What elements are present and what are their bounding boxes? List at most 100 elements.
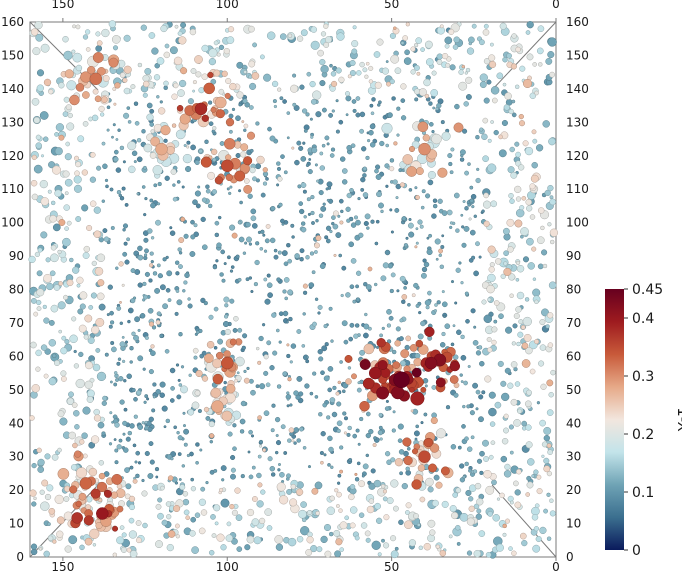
particle — [335, 232, 342, 239]
particle — [323, 323, 328, 329]
particle — [195, 442, 200, 447]
particle — [309, 391, 314, 396]
particle — [190, 234, 196, 240]
particle — [437, 198, 443, 204]
particle — [391, 349, 397, 355]
particle — [427, 534, 436, 543]
particle — [429, 443, 440, 453]
particle — [360, 187, 365, 192]
particle — [129, 360, 133, 364]
particle — [307, 465, 312, 469]
particle — [59, 417, 68, 426]
particle — [142, 367, 146, 371]
particle — [266, 340, 272, 346]
particle — [341, 389, 346, 394]
particle — [57, 249, 62, 255]
particle — [171, 93, 178, 100]
particle — [221, 356, 234, 370]
particle — [243, 70, 247, 74]
particle — [256, 155, 265, 165]
particle — [143, 237, 149, 243]
particle — [64, 545, 72, 553]
particle — [309, 251, 315, 256]
particle — [190, 144, 196, 151]
particle — [163, 80, 169, 87]
particle — [322, 202, 326, 206]
particle — [315, 218, 319, 223]
particle — [448, 28, 455, 35]
particle — [75, 378, 85, 389]
particle — [266, 525, 273, 531]
y-tick-label-left: 20 — [9, 483, 24, 497]
particle — [356, 387, 362, 393]
x-tick-label-bottom: 0 — [552, 560, 560, 574]
particle — [263, 410, 270, 417]
particle — [215, 109, 225, 119]
particle — [516, 264, 525, 273]
particle — [121, 335, 125, 339]
particle — [72, 442, 78, 449]
particle — [354, 477, 360, 482]
particle — [136, 390, 142, 396]
particle — [460, 281, 464, 285]
particle — [473, 325, 477, 329]
particle — [260, 229, 265, 234]
particle — [93, 206, 101, 214]
particle — [178, 36, 187, 45]
particle — [154, 62, 160, 69]
particle — [532, 544, 541, 553]
particle — [214, 96, 227, 109]
particle — [231, 509, 238, 516]
particle — [370, 219, 375, 224]
particle — [301, 344, 306, 348]
particle — [296, 438, 301, 443]
particle — [232, 446, 237, 452]
particle — [178, 237, 185, 244]
particle — [538, 360, 545, 367]
particle — [262, 448, 267, 453]
particle — [363, 332, 369, 339]
particle — [135, 473, 140, 479]
particle — [113, 149, 119, 155]
particle — [379, 333, 384, 338]
particle — [175, 271, 180, 276]
particle — [84, 380, 93, 389]
particle — [401, 299, 406, 305]
particle — [176, 104, 184, 112]
particle — [135, 450, 141, 456]
particle — [500, 273, 506, 280]
particle — [394, 207, 400, 213]
particle — [388, 315, 394, 321]
particle — [301, 108, 308, 114]
particle — [64, 69, 74, 79]
particle — [394, 340, 401, 347]
particle — [370, 468, 376, 474]
particle — [298, 145, 304, 151]
particle — [456, 541, 461, 546]
particle — [339, 469, 344, 474]
particle — [479, 470, 484, 476]
particle — [176, 430, 180, 435]
particle — [76, 276, 84, 284]
y-tick-label-left: 30 — [9, 450, 24, 464]
particle — [326, 142, 330, 146]
particle — [121, 532, 127, 538]
particle — [186, 145, 190, 149]
particle — [359, 61, 365, 68]
particle — [540, 225, 545, 231]
particle — [415, 339, 424, 348]
particle — [483, 456, 490, 462]
particle — [506, 52, 512, 59]
particle — [265, 177, 269, 181]
particle — [424, 40, 433, 49]
particle — [71, 49, 76, 54]
particle — [112, 45, 119, 51]
particle — [359, 359, 371, 370]
particle — [380, 275, 387, 282]
particle — [40, 154, 45, 158]
particle — [216, 52, 221, 57]
particle — [37, 458, 45, 467]
particle — [133, 414, 138, 419]
particle — [150, 259, 154, 264]
particle — [192, 80, 197, 85]
